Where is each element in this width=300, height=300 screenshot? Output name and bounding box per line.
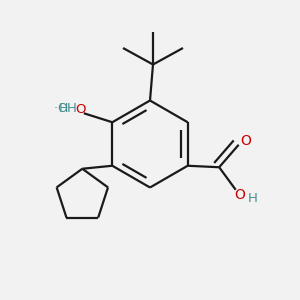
Text: O: O (241, 134, 252, 148)
Text: H: H (67, 102, 77, 115)
Text: O: O (235, 188, 246, 202)
Text: ·O: ·O (46, 102, 68, 115)
Text: H: H (58, 102, 68, 115)
Text: O: O (76, 103, 86, 116)
Text: H: H (248, 192, 258, 205)
